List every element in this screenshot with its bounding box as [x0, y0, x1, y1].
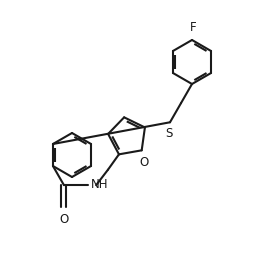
- Text: O: O: [139, 156, 148, 169]
- Text: F: F: [190, 21, 196, 34]
- Text: O: O: [59, 213, 69, 226]
- Text: NH: NH: [91, 178, 109, 191]
- Text: S: S: [165, 127, 173, 140]
